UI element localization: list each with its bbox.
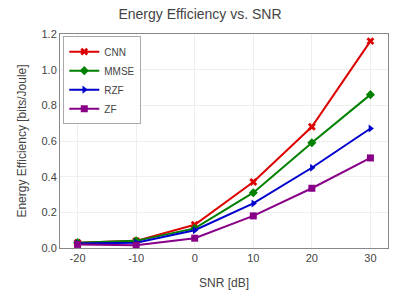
svg-text:-20: -20: [70, 252, 86, 264]
svg-text:0: 0: [192, 252, 198, 264]
svg-text:0.2: 0.2: [42, 206, 57, 218]
svg-text:MMSE: MMSE: [104, 66, 134, 77]
svg-text:1.0: 1.0: [42, 64, 57, 76]
svg-text:20: 20: [306, 252, 318, 264]
svg-text:1.2: 1.2: [42, 28, 57, 40]
svg-text:0.6: 0.6: [42, 135, 57, 147]
svg-text:CNN: CNN: [104, 47, 126, 58]
svg-text:0.0: 0.0: [42, 242, 57, 254]
svg-text:SNR [dB]: SNR [dB]: [199, 276, 249, 290]
svg-text:-10: -10: [128, 252, 144, 264]
svg-text:RZF: RZF: [104, 85, 123, 96]
svg-text:0.4: 0.4: [42, 171, 57, 183]
svg-text:Energy Efficiency vs. SNR: Energy Efficiency vs. SNR: [118, 6, 281, 22]
svg-text:30: 30: [364, 252, 376, 264]
svg-text:10: 10: [247, 252, 259, 264]
svg-text:Energy Efficiency [bits/Joule]: Energy Efficiency [bits/Joule]: [15, 64, 29, 217]
svg-text:ZF: ZF: [104, 104, 116, 115]
svg-text:0.8: 0.8: [42, 99, 57, 111]
